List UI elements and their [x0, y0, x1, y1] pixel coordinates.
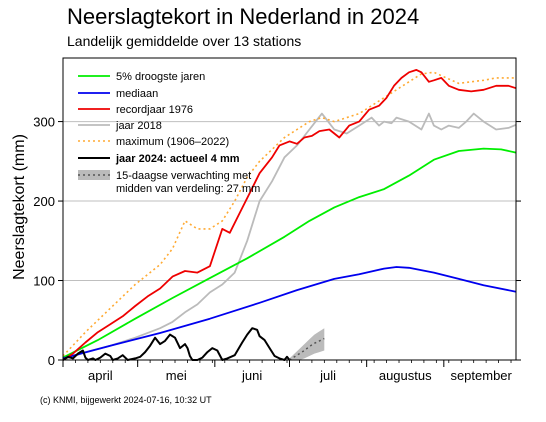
month-label: april: [88, 368, 113, 383]
chart-title: Neerslagtekort in Nederland in 2024: [67, 4, 420, 29]
series-line: [62, 69, 517, 361]
forecast-band-area: [289, 328, 325, 360]
legend-label: jaar 2024: actueel 4 mm: [115, 153, 240, 165]
grid-lines: [63, 121, 516, 282]
y-tick-label: 0: [48, 353, 55, 368]
series-line: [62, 147, 517, 359]
y-tick-label: 100: [33, 274, 55, 289]
month-label: augustus: [379, 368, 432, 383]
legend: 5% droogste jaren mediaan recordjaar 1976 j…: [78, 71, 260, 195]
forecast-band: [289, 328, 325, 360]
y-tick-label: 300: [33, 115, 55, 130]
y-axis-label: Neerslagtekort (mm): [11, 134, 28, 280]
legend-label: mediaan: [116, 88, 158, 100]
axes: 0 100 200 300 april mei juni juli augustus septem…: [33, 57, 521, 383]
month-label: juli: [319, 368, 336, 383]
legend-label: 15-daagse verwachting met: [116, 170, 251, 182]
month-label: september: [450, 368, 512, 383]
legend-label: recordjaar 1976: [116, 104, 193, 116]
series-line: [62, 266, 517, 360]
chart-subtitle: Landelijk gemiddelde over 13 stations: [67, 33, 302, 49]
y-tick-label: 200: [33, 194, 55, 209]
legend-label: midden van verdeling: 27 mm: [116, 183, 260, 195]
credit-text: (c) KNMI, bijgewerkt 2024-07-16, 10:32 U…: [40, 395, 212, 405]
month-label: mei: [166, 368, 187, 383]
series-line: [289, 337, 325, 361]
series-line: [62, 112, 517, 361]
series-lines: [62, 69, 517, 361]
legend-label: jaar 2018: [115, 120, 162, 132]
month-label: juni: [241, 368, 262, 383]
legend-label: 5% droogste jaren: [116, 71, 205, 83]
legend-label: maximum (1906–2022): [116, 136, 229, 148]
